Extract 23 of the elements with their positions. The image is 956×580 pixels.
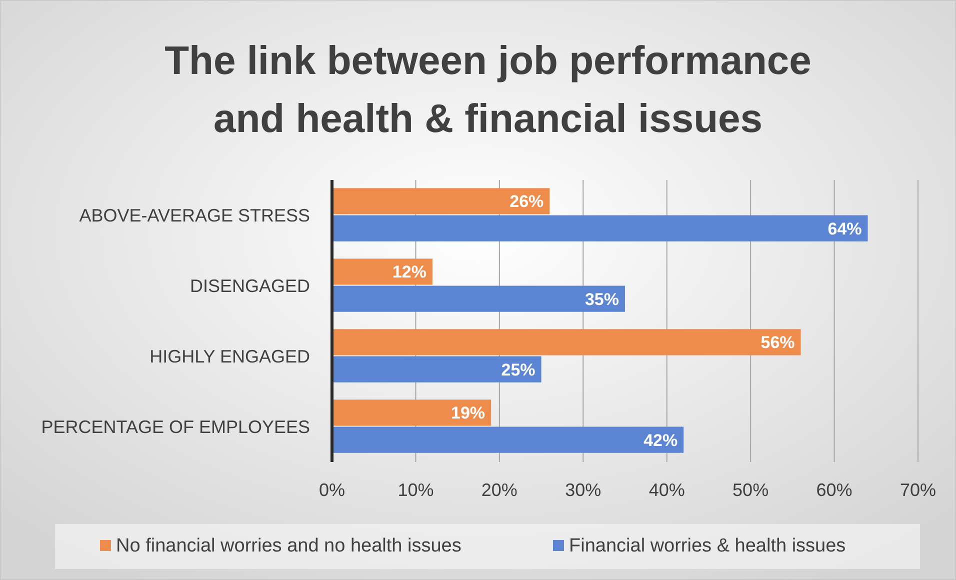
legend-label: No financial worries and no health issues: [116, 536, 462, 556]
data-label: 12%: [392, 262, 426, 282]
x-tick-label: 60%: [816, 480, 852, 500]
data-label: 42%: [644, 430, 678, 450]
data-label: 64%: [828, 219, 862, 238]
x-tick-label: 10%: [398, 480, 434, 500]
data-label: 19%: [451, 404, 486, 423]
x-tick-label: 40%: [648, 480, 685, 500]
x-tick-label: 30%: [565, 480, 602, 500]
y-tick-label: ABOVE-AVERAGE STRESS: [79, 205, 310, 226]
legend-label: Financial worries & health issues: [569, 536, 846, 556]
data-label: 26%: [510, 192, 544, 212]
y-tick-label: HIGHLY ENGAGED: [150, 346, 310, 366]
y-tick-label: DISENGAGED: [190, 276, 310, 296]
data-label: 25%: [501, 360, 536, 380]
data-label: 56%: [760, 333, 795, 352]
x-tick-label: 50%: [732, 480, 769, 500]
x-tick-label: 20%: [481, 480, 518, 500]
y-tick-label: PERCENTAGE OF EMPLOYEES: [41, 416, 310, 437]
x-tick-label: 70%: [900, 480, 936, 500]
data-label: 35%: [584, 290, 619, 309]
chart-title: The link between job performance and health & financial issues: [164, 39, 812, 141]
x-tick-label: 0%: [318, 480, 346, 500]
